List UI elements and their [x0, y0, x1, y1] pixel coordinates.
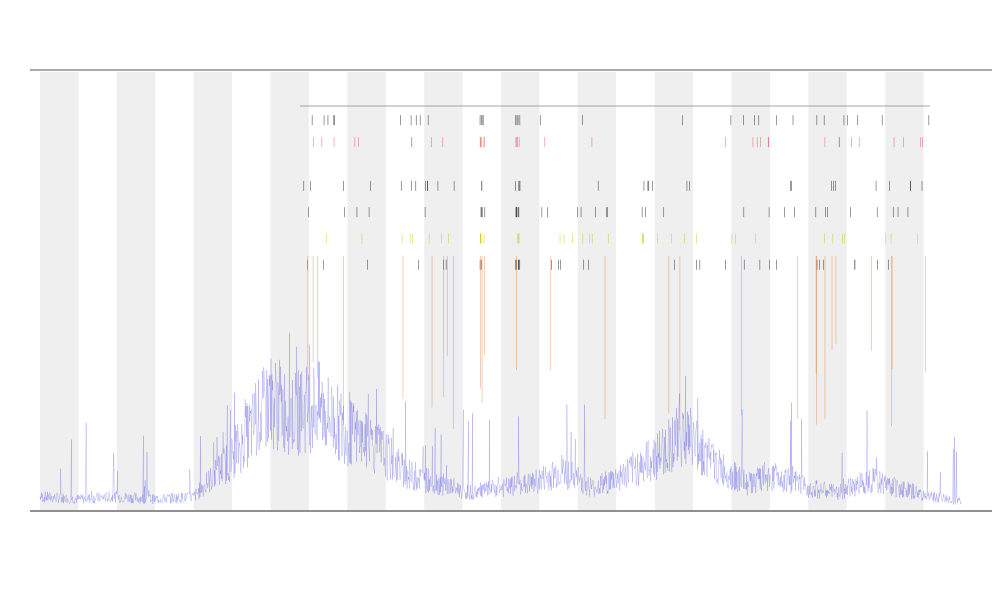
series-layer — [39, 332, 962, 505]
background-band — [885, 72, 924, 510]
background-band — [577, 72, 617, 510]
background-band — [654, 72, 694, 510]
background-band — [193, 72, 233, 510]
series-line — [39, 332, 962, 505]
event-rugs — [303, 115, 930, 431]
axes-layer — [30, 69, 992, 512]
background-band — [424, 72, 463, 510]
background-band — [731, 72, 770, 510]
background-band — [808, 72, 847, 510]
background-band — [116, 72, 156, 510]
background-band — [270, 72, 309, 510]
background-band — [40, 72, 79, 510]
background-band — [501, 72, 540, 510]
